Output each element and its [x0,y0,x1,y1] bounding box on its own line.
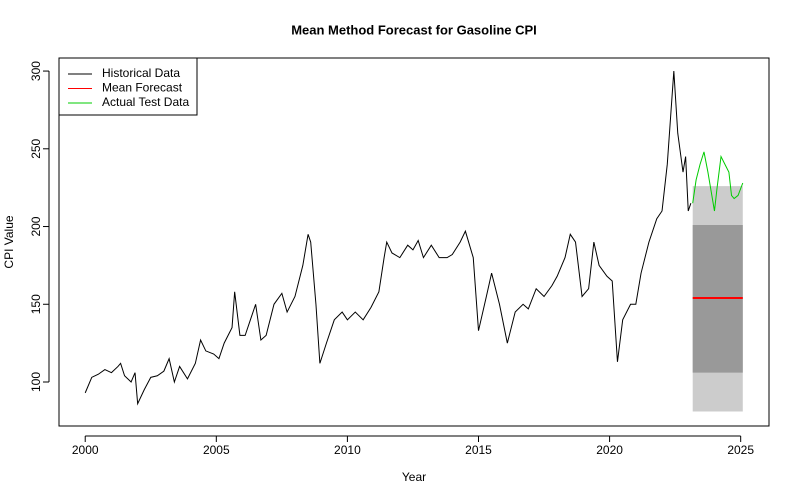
plot-frame [58,57,770,427]
y-tick-label: 150 [29,294,43,314]
series-line [84,71,692,406]
legend-label: Historical Data [102,66,180,80]
x-tick-label: 2005 [203,443,230,457]
x-tick-label: 2010 [334,443,361,457]
y-tick-label: 200 [29,216,43,236]
legend-label: Mean Forecast [102,81,183,95]
series-line [692,151,744,212]
y-axis-label: CPI Value [2,215,16,268]
y-tick-label: 300 [29,61,43,81]
y-tick-label: 250 [29,138,43,158]
x-tick-label: 2000 [72,443,99,457]
x-tick-label: 2025 [727,443,754,457]
legend-box [58,57,198,116]
legend-label: Actual Test Data [102,95,189,109]
y-tick-label: 100 [29,372,43,392]
chart-title: Mean Method Forecast for Gasoline CPI [291,22,537,37]
x-tick-label: 2015 [465,443,492,457]
x-tick-label: 2020 [596,443,623,457]
x-axis-label: Year [402,470,426,484]
